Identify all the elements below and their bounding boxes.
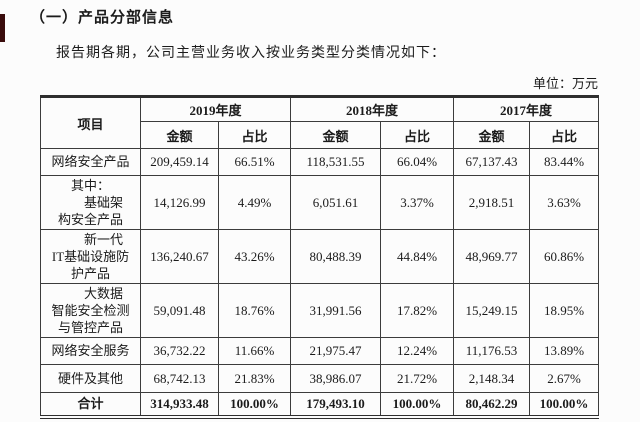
item-cell: 大数据 智能安全检测 与管控产品 bbox=[40, 283, 141, 338]
table-row: 其中： 基础架 构安全产品 14,126.99 4.49% 6,051.61 3… bbox=[40, 175, 600, 230]
product-segment-table: 项目 2019年度 2018年度 2017年度 金额 占比 金额 占比 金额 占… bbox=[40, 95, 600, 419]
total-row: 合计 314,933.48 100.00% 179,493.10 100.00%… bbox=[40, 392, 600, 419]
column-header-2017: 2017年度 bbox=[453, 96, 600, 122]
ratio-cell: 100.00% bbox=[217, 392, 292, 419]
ratio-cell: 21.72% bbox=[380, 364, 455, 393]
amount-cell: 68,742.13 bbox=[140, 364, 219, 393]
amount-cell: 209,459.14 bbox=[140, 148, 219, 176]
ratio-cell: 3.37% bbox=[380, 175, 455, 230]
ratio-cell: 18.76% bbox=[217, 283, 292, 338]
amount-cell: 59,091.48 bbox=[140, 283, 219, 338]
ratio-cell: 12.24% bbox=[380, 337, 455, 365]
item-cell: 新一代 IT基础设施防 护产品 bbox=[40, 229, 141, 284]
ratio-cell: 83.44% bbox=[529, 148, 600, 176]
ratio-cell: 100.00% bbox=[529, 392, 600, 419]
item-cell: 网络安全产品 bbox=[40, 148, 141, 176]
ratio-cell: 11.66% bbox=[217, 337, 292, 365]
subheader-amount-2018: 金额 bbox=[290, 121, 382, 149]
subheader-ratio-2018: 占比 bbox=[380, 121, 455, 149]
ratio-cell: 66.51% bbox=[217, 148, 292, 176]
subheader-ratio-2017: 占比 bbox=[529, 121, 600, 149]
ratio-cell: 21.83% bbox=[217, 364, 292, 393]
amount-cell: 136,240.67 bbox=[140, 229, 219, 284]
item-cell: 其中： 基础架 构安全产品 bbox=[40, 175, 141, 230]
table-row: 网络安全服务 36,732.22 11.66% 21,975.47 12.24%… bbox=[40, 337, 600, 365]
subheader-amount-2019: 金额 bbox=[140, 121, 219, 149]
item-cell: 硬件及其他 bbox=[40, 364, 141, 393]
table-row: 大数据 智能安全检测 与管控产品 59,091.48 18.76% 31,991… bbox=[40, 283, 600, 338]
document-page: （一）产品分部信息 报告期各期，公司主营业务收入按业务类型分类情况如下： 单位：… bbox=[0, 6, 640, 422]
ratio-cell: 18.95% bbox=[529, 283, 600, 338]
intro-text: 报告期各期，公司主营业务收入按业务类型分类情况如下： bbox=[56, 46, 446, 61]
sub-header-row: 金额 占比 金额 占比 金额 占比 bbox=[41, 121, 600, 149]
left-edge-mark bbox=[0, 14, 5, 42]
amount-cell: 48,969.77 bbox=[453, 229, 531, 284]
amount-cell: 21,975.47 bbox=[290, 337, 382, 365]
amount-cell: 80,488.39 bbox=[290, 229, 382, 284]
ratio-cell: 3.63% bbox=[529, 175, 600, 230]
total-label-cell: 合计 bbox=[40, 392, 141, 419]
column-header-2018: 2018年度 bbox=[290, 96, 455, 122]
section-title: （一）产品分部信息 bbox=[30, 10, 175, 26]
ratio-cell: 44.84% bbox=[380, 229, 455, 284]
ratio-cell: 60.86% bbox=[529, 229, 600, 284]
table-row: 硬件及其他 68,742.13 21.83% 38,986.07 21.72% … bbox=[40, 364, 600, 393]
amount-cell: 314,933.48 bbox=[140, 392, 219, 419]
column-header-item: 项目 bbox=[40, 96, 141, 149]
item-cell: 网络安全服务 bbox=[40, 337, 141, 365]
year-header-row: 项目 2019年度 2018年度 2017年度 bbox=[40, 96, 600, 149]
amount-cell: 2,918.51 bbox=[453, 175, 531, 230]
subheader-ratio-2019: 占比 bbox=[217, 121, 292, 149]
ratio-cell: 13.89% bbox=[529, 337, 600, 365]
amount-cell: 179,493.10 bbox=[290, 392, 382, 419]
amount-cell: 36,732.22 bbox=[140, 337, 219, 365]
ratio-cell: 2.67% bbox=[529, 364, 600, 393]
amount-cell: 11,176.53 bbox=[453, 337, 531, 365]
subheader-amount-2017: 金额 bbox=[453, 121, 531, 149]
ratio-cell: 100.00% bbox=[380, 392, 455, 419]
amount-cell: 15,249.15 bbox=[453, 283, 531, 338]
amount-cell: 80,462.29 bbox=[453, 392, 531, 419]
amount-cell: 6,051.61 bbox=[290, 175, 382, 230]
ratio-cell: 4.49% bbox=[217, 175, 292, 230]
ratio-cell: 17.82% bbox=[380, 283, 455, 338]
amount-cell: 31,991.56 bbox=[290, 283, 382, 338]
amount-cell: 2,148.34 bbox=[453, 364, 531, 393]
table-row: 网络安全产品 209,459.14 66.51% 118,531.55 66.0… bbox=[40, 148, 600, 176]
column-header-2019: 2019年度 bbox=[139, 96, 292, 122]
amount-cell: 67,137.43 bbox=[453, 148, 531, 176]
unit-label: 单位：万元 bbox=[532, 76, 598, 91]
amount-cell: 14,126.99 bbox=[140, 175, 219, 230]
ratio-cell: 43.26% bbox=[217, 229, 292, 284]
amount-cell: 38,986.07 bbox=[290, 364, 382, 393]
amount-cell: 118,531.55 bbox=[290, 148, 382, 176]
table-row: 新一代 IT基础设施防 护产品 136,240.67 43.26% 80,488… bbox=[40, 229, 600, 284]
ratio-cell: 66.04% bbox=[380, 148, 455, 176]
